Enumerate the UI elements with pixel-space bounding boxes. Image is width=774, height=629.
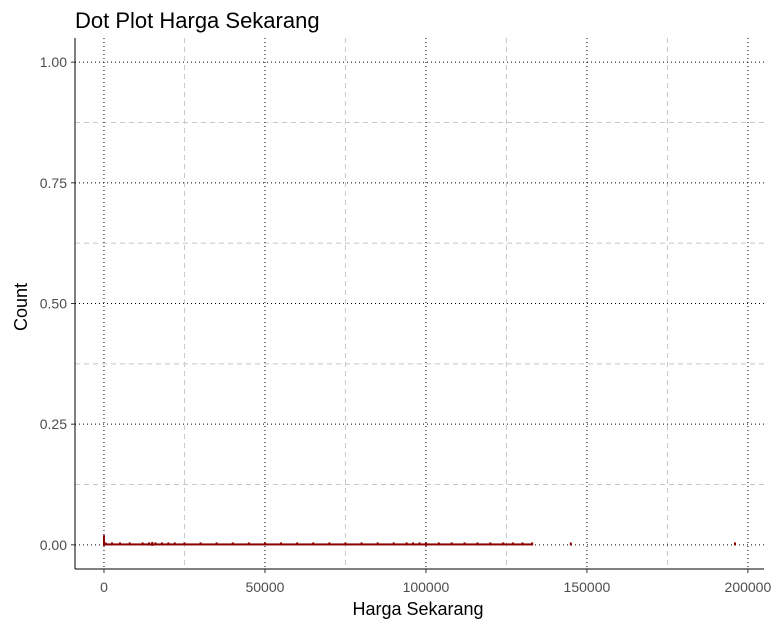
data-point: [312, 542, 315, 546]
data-point: [376, 542, 379, 546]
data-point: [263, 542, 266, 546]
data-point: [476, 542, 479, 546]
data-point: [167, 542, 170, 546]
x-tick-label: 100000: [403, 579, 450, 595]
data-point: [148, 542, 151, 546]
data-point: [392, 542, 395, 546]
dot-band: [105, 543, 533, 546]
data-point-spike: [151, 541, 154, 546]
data-point-spike: [102, 535, 105, 546]
data-point: [111, 542, 114, 546]
x-tick-label: 50000: [245, 579, 284, 595]
chart-title: Dot Plot Harga Sekarang: [75, 8, 320, 33]
data-point: [511, 542, 514, 546]
data-point: [280, 542, 283, 546]
data-point: [183, 542, 186, 546]
x-tick-label: 150000: [564, 579, 611, 595]
data-point: [734, 542, 737, 546]
data-point: [247, 542, 250, 546]
data-point: [215, 542, 218, 546]
data-point: [328, 542, 331, 546]
data-point: [463, 542, 466, 546]
y-tick-label: 0.75: [40, 175, 67, 191]
major-gridlines: [75, 38, 764, 569]
data-point: [360, 542, 363, 546]
y-tick-label: 1.00: [40, 54, 67, 70]
data-point: [104, 542, 107, 546]
data-point: [231, 542, 234, 546]
y-tick-label: 0.25: [40, 416, 67, 432]
y-tick-label: 0.00: [40, 537, 67, 553]
data-point: [141, 542, 144, 546]
data-point: [173, 542, 176, 546]
data-point: [344, 542, 347, 546]
data-point: [160, 542, 163, 546]
data-point: [405, 542, 408, 546]
data-point: [531, 542, 534, 546]
y-tick-label: 0.50: [40, 296, 67, 312]
tick-labels: 0 50000 100000 150000 200000 0.00 0.25 0.50 0.75…: [40, 54, 772, 595]
data-point: [521, 542, 524, 546]
data-point: [437, 542, 440, 546]
data-point: [418, 542, 421, 546]
data-point: [296, 542, 299, 546]
y-axis-title: Count: [11, 283, 31, 331]
axes: [71, 38, 764, 573]
data-point: [119, 542, 122, 546]
data-point: [154, 542, 157, 546]
x-tick-label: 0: [100, 579, 108, 595]
data-point: [412, 542, 415, 546]
x-tick-label: 200000: [725, 579, 772, 595]
data-point: [569, 542, 572, 546]
data-point-spike: [424, 542, 427, 546]
data-point: [128, 542, 131, 546]
data-points: [102, 535, 737, 546]
data-point: [502, 542, 505, 546]
data-point: [489, 542, 492, 546]
x-axis-title: Harga Sekarang: [352, 599, 483, 619]
data-point: [450, 542, 453, 546]
data-point: [199, 542, 202, 546]
